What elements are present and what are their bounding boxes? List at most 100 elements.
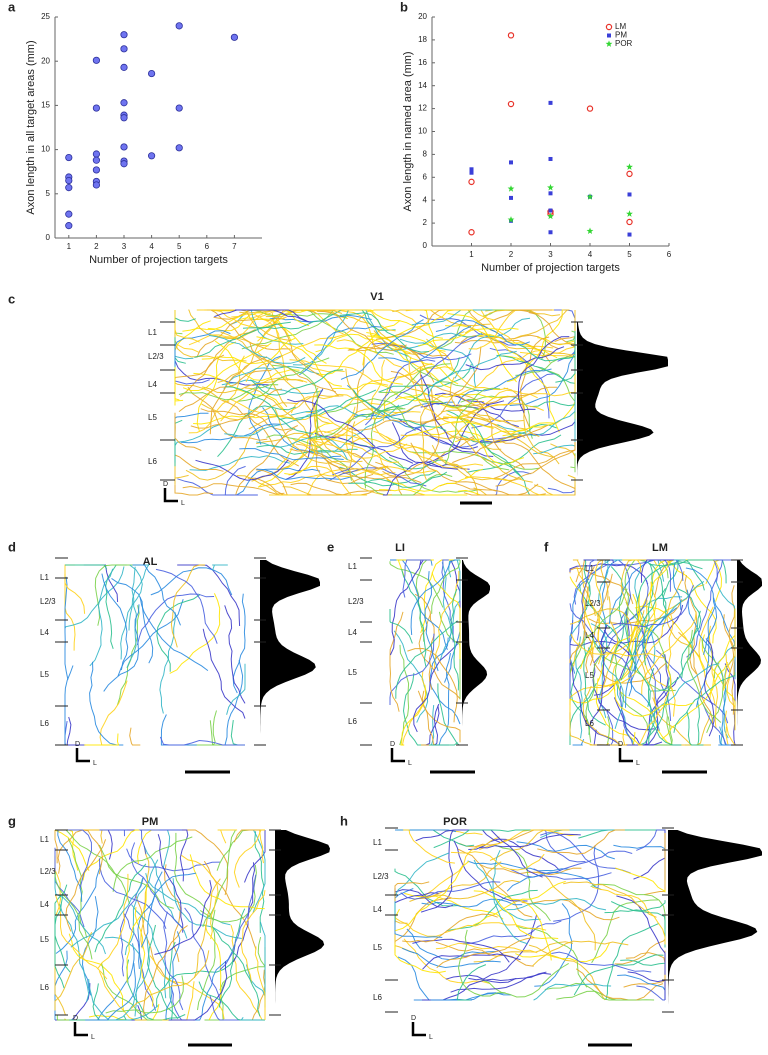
point xyxy=(66,154,72,160)
axon-trace xyxy=(56,864,101,954)
axon-trace xyxy=(224,409,322,436)
axon-trace xyxy=(222,401,298,467)
orientation-axes xyxy=(620,748,633,761)
point xyxy=(549,101,553,105)
axon-trace xyxy=(212,565,228,570)
axon-trace xyxy=(634,830,666,879)
point xyxy=(121,46,127,52)
point xyxy=(508,185,515,192)
x-tick-label: 2 xyxy=(94,242,99,251)
axon-trace xyxy=(592,887,665,944)
point xyxy=(93,157,99,163)
axon-trace xyxy=(99,971,169,1020)
panel-label: g xyxy=(8,813,16,828)
density-profile xyxy=(260,560,320,745)
axon-trace xyxy=(83,896,99,995)
panel-label: h xyxy=(340,813,348,828)
axon-trace xyxy=(687,590,723,685)
axon-trace xyxy=(233,594,245,693)
point xyxy=(626,163,633,170)
layer-label: L2/3 xyxy=(40,597,56,606)
axon-trace xyxy=(186,428,263,480)
point xyxy=(628,233,632,237)
x-axis-label: Number of projection targets xyxy=(89,254,228,266)
x-axis-label: Number of projection targets xyxy=(481,262,620,274)
axon-trace xyxy=(685,701,700,745)
point xyxy=(176,105,182,111)
layer-label: L5 xyxy=(373,943,382,952)
layer-label: L6 xyxy=(348,717,357,726)
point xyxy=(549,191,553,195)
axon-trace xyxy=(404,673,427,745)
orientation-label: D xyxy=(618,741,623,748)
axon-trace xyxy=(511,869,612,879)
point xyxy=(121,144,127,150)
x-tick-label: 1 xyxy=(469,250,474,259)
x-tick-label: 7 xyxy=(232,242,237,251)
orientation-label: D xyxy=(75,741,80,748)
point xyxy=(627,171,632,176)
axon-trace xyxy=(402,948,501,967)
orientation-label: L xyxy=(93,760,97,767)
y-tick-label: 0 xyxy=(46,233,51,242)
x-tick-label: 4 xyxy=(588,250,593,259)
layer-label: L1 xyxy=(40,835,49,844)
x-tick-label: 6 xyxy=(205,242,210,251)
point xyxy=(628,192,632,196)
orientation-label: L xyxy=(636,760,640,767)
y-axis-label: Axon length in all target areas (mm) xyxy=(25,40,37,214)
orientation-axes xyxy=(75,1022,88,1035)
layer-label: L4 xyxy=(585,631,594,640)
axon-trace xyxy=(231,720,245,745)
axon-trace xyxy=(573,739,584,745)
point xyxy=(470,171,474,175)
orientation-axes xyxy=(165,488,178,501)
density-profile xyxy=(668,830,762,1012)
point xyxy=(509,196,513,200)
x-tick-label: 3 xyxy=(122,242,127,251)
axon-trace xyxy=(65,565,107,569)
axon-trace xyxy=(127,849,221,871)
x-tick-label: 6 xyxy=(667,250,672,259)
axon-trace xyxy=(428,351,517,396)
panel-title: POR xyxy=(443,816,467,828)
x-tick-label: 2 xyxy=(509,250,514,259)
axon-trace xyxy=(395,904,443,936)
axon-trace xyxy=(185,908,221,1003)
layer-label: L1 xyxy=(585,564,594,573)
point xyxy=(587,106,592,111)
orientation-label: D xyxy=(411,1015,416,1022)
axon-trace xyxy=(175,339,200,369)
orientation-label: D xyxy=(390,741,395,748)
point xyxy=(121,100,127,106)
axon-trace xyxy=(440,562,451,662)
point xyxy=(93,167,99,173)
axon-trace xyxy=(477,455,545,495)
layer-label: L6 xyxy=(40,983,49,992)
axon-trace xyxy=(56,830,103,874)
axon-trace xyxy=(156,569,217,643)
y-tick-label: 20 xyxy=(41,56,50,65)
axon-trace xyxy=(407,649,457,723)
axon-trace xyxy=(69,934,124,1012)
point xyxy=(93,151,99,157)
orientation-label: L xyxy=(91,1034,95,1041)
panel-title: LM xyxy=(652,542,668,554)
layer-label: L2/3 xyxy=(40,867,56,876)
layer-label: L1 xyxy=(373,838,382,847)
axon-trace xyxy=(175,450,189,485)
orientation-axes xyxy=(413,1022,426,1035)
point xyxy=(93,105,99,111)
y-tick-label: 10 xyxy=(41,145,50,154)
panel-label: f xyxy=(544,539,549,554)
orientation-axes xyxy=(392,748,405,761)
density-profile xyxy=(462,560,490,745)
point xyxy=(627,219,632,224)
y-tick-label: 20 xyxy=(418,12,427,21)
axon-trace xyxy=(159,830,187,881)
layer-label: L4 xyxy=(148,380,157,389)
axon-trace xyxy=(55,931,65,1015)
legend-label: POR xyxy=(615,39,633,48)
y-axis-label: Axon length in named area (mm) xyxy=(402,51,414,211)
point xyxy=(121,64,127,70)
